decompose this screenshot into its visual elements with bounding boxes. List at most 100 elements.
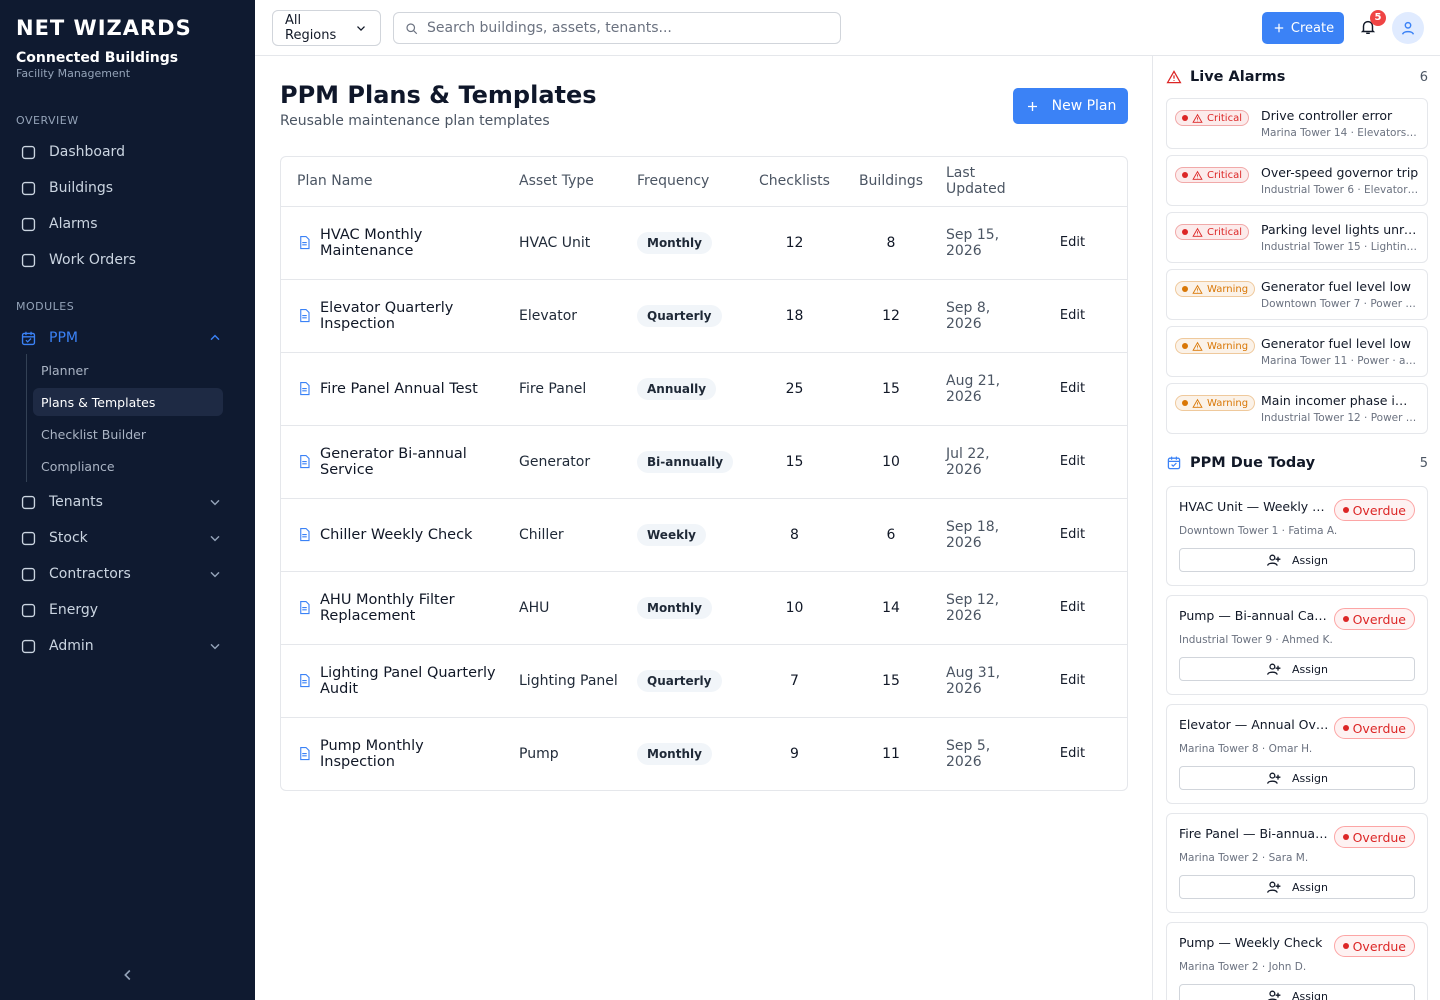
alarm-meta: Marina Tower 14 · Elevators · ab… bbox=[1261, 127, 1419, 139]
severity-label: Warning bbox=[1207, 283, 1249, 295]
edit-button[interactable]: Edit bbox=[1018, 497, 1127, 571]
edit-button[interactable]: Edit bbox=[1018, 278, 1127, 352]
checklists: 12 bbox=[745, 205, 844, 279]
frequency-cell: Bi-annually bbox=[629, 424, 745, 498]
main-content: PPM Plans & Templates Reusable maintenanc… bbox=[255, 56, 1152, 1000]
asset-type: Pump bbox=[511, 716, 629, 790]
search-box[interactable]: Search buildings, assets, tenants... bbox=[393, 12, 841, 44]
nav-label: Contractors bbox=[49, 566, 131, 582]
alarm-card[interactable]: Warning Generator fuel level low Marina To… bbox=[1166, 326, 1428, 377]
edit-button[interactable]: Edit bbox=[1018, 643, 1127, 717]
edit-button[interactable]: Edit bbox=[1018, 351, 1127, 425]
status-pill: Overdue bbox=[1333, 499, 1415, 521]
plan-name-cell: Generator Bi-annual Service bbox=[281, 424, 511, 498]
alarm-title: Generator fuel level low bbox=[1261, 336, 1411, 351]
icon bbox=[203, 494, 235, 510]
checklists: 9 bbox=[745, 716, 844, 790]
nav-item[interactable]: Dashboard bbox=[16, 136, 239, 168]
sub-nav-item[interactable]: Compliance bbox=[41, 458, 115, 474]
user-avatar[interactable] bbox=[1392, 12, 1424, 44]
region-select[interactable]: All Regions bbox=[272, 10, 381, 46]
checklists: 7 bbox=[745, 643, 844, 717]
nav-item[interactable]: Stock bbox=[16, 522, 239, 554]
status-dot bbox=[1342, 943, 1349, 949]
nav-item[interactable]: Tenants bbox=[16, 486, 239, 518]
topbar: All Regions Search buildings, assets, ten… bbox=[255, 0, 1440, 56]
assign-button[interactable]: Assign bbox=[1179, 657, 1415, 681]
ppm-meta: Downtown Tower 1 · Fatima A. bbox=[1179, 525, 1338, 537]
edit-button[interactable]: Edit bbox=[1018, 424, 1127, 498]
severity-pill: Critical bbox=[1175, 167, 1249, 183]
column-header-empty bbox=[1018, 157, 1127, 206]
plan-name[interactable]: Pump Monthly Inspection bbox=[297, 738, 503, 770]
severity-dot bbox=[1182, 343, 1188, 349]
checklists: 10 bbox=[745, 570, 844, 644]
assign-button[interactable]: Assign bbox=[1179, 766, 1415, 790]
alarm-meta: Marina Tower 11 · Power · abo… bbox=[1261, 355, 1419, 367]
alarm-title: Main incomer phase im… bbox=[1261, 393, 1419, 408]
plan-name[interactable]: HVAC Monthly Maintenance bbox=[297, 227, 503, 259]
icon bbox=[203, 330, 235, 346]
table-row: Fire Panel Annual Test Fire Panel Annually… bbox=[281, 351, 1127, 425]
nav-item[interactable]: PPM bbox=[16, 322, 239, 354]
panel-header: PPM Due Today 5 bbox=[1166, 455, 1428, 471]
sidebar: NET WIZARDS Connected Buildings Facility M… bbox=[0, 0, 255, 1000]
last-updated: Sep 5, 2026 bbox=[938, 716, 1018, 790]
alarm-meta: Industrial Tower 6 · Elevators · a… bbox=[1261, 184, 1419, 196]
plan-name[interactable]: Fire Panel Annual Test bbox=[297, 381, 503, 397]
asset-type: Chiller bbox=[511, 497, 629, 571]
assign-button[interactable]: Assign bbox=[1179, 984, 1415, 1000]
status-pill: Overdue bbox=[1333, 717, 1415, 739]
plan-name[interactable]: AHU Monthly Filter Replacement bbox=[297, 592, 503, 624]
plan-name[interactable]: Chiller Weekly Check bbox=[297, 527, 503, 543]
edit-button[interactable]: Edit bbox=[1018, 716, 1127, 790]
edit-button[interactable]: Edit bbox=[1018, 205, 1127, 279]
severity-dot bbox=[1182, 286, 1188, 292]
alarm-card[interactable]: Warning Generator fuel level low Downtown … bbox=[1166, 269, 1428, 320]
frequency-cell: Monthly bbox=[629, 205, 745, 279]
severity-label: Critical bbox=[1207, 112, 1242, 124]
buildings: 8 bbox=[844, 205, 938, 279]
nav-item[interactable]: Work Orders bbox=[16, 244, 239, 276]
section-title: MODULES bbox=[16, 300, 75, 313]
plan-name[interactable]: Elevator Quarterly Inspection bbox=[297, 300, 503, 332]
sub-nav-item[interactable]: Plans & Templates bbox=[33, 388, 223, 416]
section-title: OVERVIEW bbox=[16, 114, 79, 127]
panel-count: 6 bbox=[1419, 69, 1428, 85]
checklists: 25 bbox=[745, 351, 844, 425]
alarm-card[interactable]: Warning Main incomer phase im… Industrial … bbox=[1166, 383, 1428, 434]
collapse-button[interactable] bbox=[119, 966, 137, 988]
column-header: Asset Type bbox=[519, 173, 594, 190]
frequency-pill: Monthly bbox=[637, 596, 712, 619]
status-label: Overdue bbox=[1352, 938, 1406, 954]
ppm-meta: Industrial Tower 9 · Ahmed K. bbox=[1179, 634, 1333, 646]
create-button[interactable]: Create bbox=[1262, 12, 1344, 44]
nav-item[interactable]: Alarms bbox=[16, 208, 239, 240]
plan-name[interactable]: Generator Bi-annual Service bbox=[297, 446, 503, 478]
nav-item[interactable]: Contractors bbox=[16, 558, 239, 590]
assign-button[interactable]: Assign bbox=[1179, 548, 1415, 572]
assign-button[interactable]: Assign bbox=[1179, 875, 1415, 899]
notification-badge: 5 bbox=[1370, 10, 1386, 26]
last-updated: Jul 22, 2026 bbox=[938, 424, 1018, 498]
sub-nav-item[interactable]: Checklist Builder bbox=[41, 426, 146, 442]
alarm-card[interactable]: Critical Over-speed governor trip Industri… bbox=[1166, 155, 1428, 206]
status-dot bbox=[1342, 507, 1349, 513]
plan-name-cell: Elevator Quarterly Inspection bbox=[281, 278, 511, 352]
header-row: Plan Name Asset Type Frequency Checklists Bu… bbox=[281, 157, 1127, 206]
icon bbox=[297, 746, 312, 761]
sub-nav-item[interactable]: Planner bbox=[41, 362, 89, 378]
nav-item[interactable]: Admin bbox=[16, 630, 239, 662]
edit-button[interactable]: Edit bbox=[1018, 570, 1127, 644]
severity-pill: Warning bbox=[1175, 281, 1256, 297]
alarm-card[interactable]: Critical Drive controller error Marina Tow… bbox=[1166, 98, 1428, 149]
status-label: Overdue bbox=[1352, 502, 1406, 518]
alarm-card[interactable]: Critical Parking level lights unres… Indus… bbox=[1166, 212, 1428, 263]
plan-name[interactable]: Lighting Panel Quarterly Audit bbox=[297, 665, 503, 697]
new-plan-button[interactable]: New Plan bbox=[1013, 88, 1128, 124]
severity-dot bbox=[1182, 400, 1188, 406]
nav-item[interactable]: Energy bbox=[16, 594, 239, 626]
nav-item[interactable]: Buildings bbox=[16, 172, 239, 204]
region-label: All Regions bbox=[285, 13, 337, 43]
nav-label: Alarms bbox=[49, 216, 98, 232]
